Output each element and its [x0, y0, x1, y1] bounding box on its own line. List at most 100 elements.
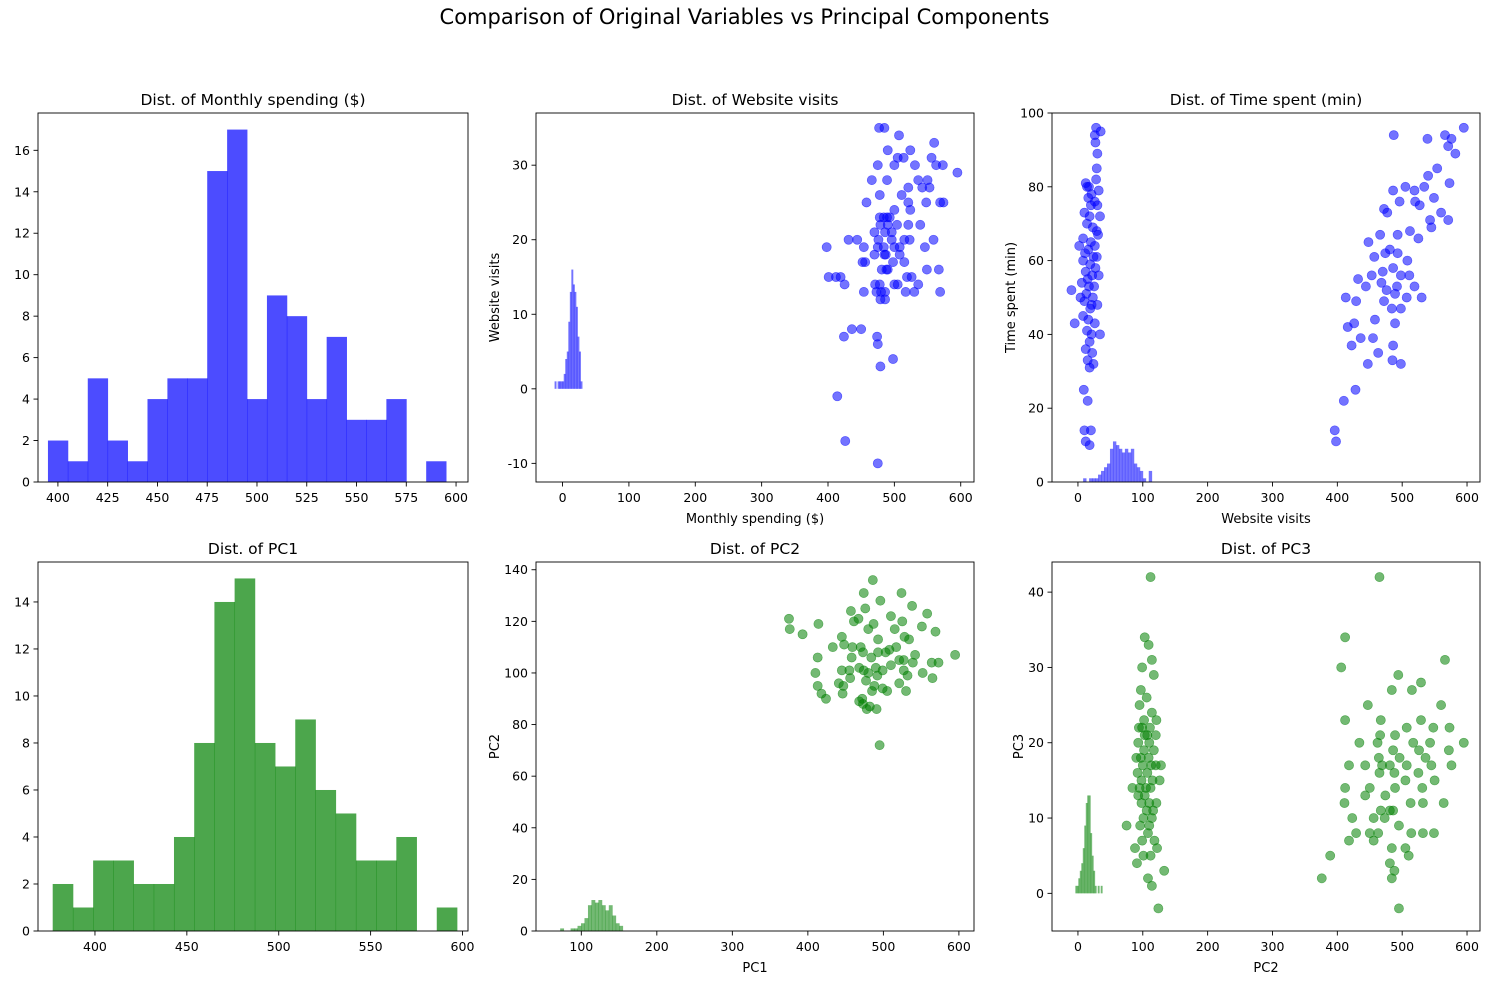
point [1316, 873, 1327, 884]
bar [127, 461, 148, 482]
point [1141, 692, 1152, 703]
x-tick-label: 100 [617, 490, 641, 505]
bar [554, 381, 557, 389]
bar [1097, 885, 1100, 894]
x-axis-label: Website visits [1221, 512, 1311, 527]
point [1133, 737, 1144, 748]
histogram-bars [52, 578, 458, 931]
y-tick-label: 10 [14, 267, 30, 282]
y-axis-label: PC3 [1012, 734, 1027, 759]
histogram-bars [560, 900, 624, 931]
point [1443, 215, 1454, 225]
subplot-p3: 0 100 200 300 400 500 600 0 20 40 60 80 100 Dist. of … [1004, 91, 1481, 527]
bar [579, 351, 581, 389]
bar [1088, 795, 1091, 894]
bar [605, 910, 610, 931]
y-axis: 0 10 20 30 40 [1028, 585, 1052, 901]
point [1420, 752, 1431, 763]
subplot-title: Dist. of Website visits [672, 91, 839, 109]
y-axis-label: Website visits [488, 253, 503, 343]
point [1416, 677, 1426, 688]
x-tick-label: 300 [1261, 939, 1285, 954]
point [869, 249, 880, 260]
point [1440, 130, 1450, 141]
point [907, 657, 918, 668]
point [886, 611, 896, 622]
bar [566, 351, 569, 389]
point [1360, 760, 1371, 771]
y-tick-label: 14 [14, 184, 30, 199]
subplot-p6: 0 100 200 300 400 500 600 0 10 20 30 40 Dist. of PC3… [1012, 540, 1481, 976]
point [874, 190, 885, 200]
point [933, 264, 944, 275]
point [1325, 850, 1336, 861]
point [843, 234, 854, 245]
point [1159, 865, 1170, 876]
bar [1118, 448, 1123, 482]
bar [1078, 878, 1081, 894]
point [913, 279, 924, 290]
y-tick-label: 120 [504, 614, 528, 629]
bar [315, 789, 337, 931]
bar [571, 269, 574, 389]
bar [1139, 470, 1144, 482]
x-tick-label: 450 [175, 939, 199, 954]
point [886, 660, 896, 671]
x-tick-label: 500 [882, 490, 906, 505]
point [882, 175, 892, 185]
x-tick-label: 0 [1074, 490, 1082, 505]
bar [247, 399, 268, 482]
bar [1124, 448, 1129, 482]
figure-title: Comparison of Original Variables vs Prin… [439, 5, 1050, 29]
bar [1081, 863, 1084, 894]
point [921, 197, 932, 208]
point [1350, 384, 1361, 395]
subplot-p2: 0 100 200 300 400 500 600 -10 0 10 20 30 Dist. of We… [488, 91, 975, 527]
y-tick-label: 2 [22, 876, 30, 891]
bar [569, 291, 572, 389]
y-tick-label: 30 [512, 158, 528, 173]
point [1340, 783, 1351, 793]
point [1375, 715, 1386, 726]
point [909, 287, 920, 297]
point [1340, 292, 1351, 303]
point [1139, 730, 1150, 741]
bar [87, 378, 109, 482]
point [1393, 670, 1404, 680]
point [847, 642, 858, 653]
y-tick-label: 4 [22, 829, 30, 844]
point [1363, 237, 1374, 248]
point [1090, 137, 1101, 148]
point [880, 249, 891, 260]
point [1148, 670, 1159, 680]
x-tick-label: 550 [359, 939, 383, 954]
y-tick-label: 4 [22, 392, 30, 407]
point [1362, 700, 1373, 710]
point [784, 613, 794, 624]
bar [570, 928, 575, 931]
x-tick-label: 550 [345, 490, 369, 505]
point [879, 123, 890, 133]
point [872, 458, 883, 469]
subplot-p1: 400 425 450 475 500 525 550 575 600 0 2 4 6 8 10 12 14 16… [14, 91, 469, 505]
point [1086, 200, 1096, 211]
point [937, 160, 948, 171]
point [902, 670, 913, 681]
x-tick-label: 425 [96, 490, 120, 505]
point [823, 272, 834, 282]
x-tick-label: 400 [816, 490, 840, 505]
point [1401, 292, 1412, 303]
point [1340, 715, 1351, 726]
bar [568, 321, 571, 389]
point [1419, 181, 1430, 192]
bar [376, 860, 397, 931]
y-tick-label: 20 [1028, 401, 1044, 416]
point [839, 279, 850, 290]
point [1347, 813, 1358, 823]
bar [574, 291, 577, 389]
bar [574, 928, 578, 931]
y-tick-label: 0 [22, 475, 30, 490]
x-tick-label: 500 [245, 490, 269, 505]
point [1401, 722, 1412, 733]
point [1346, 340, 1357, 351]
